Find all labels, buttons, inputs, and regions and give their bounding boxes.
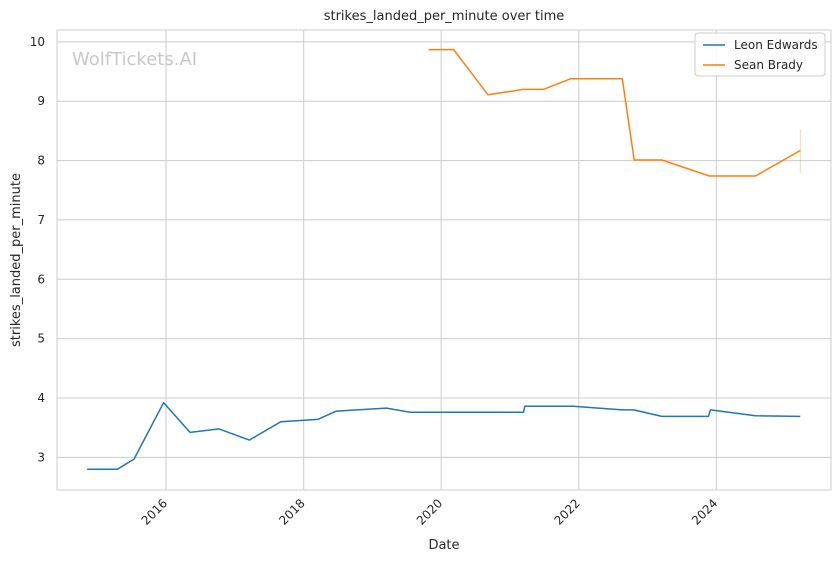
y-tick-label: 6 [37, 272, 45, 286]
y-tick-label: 4 [37, 391, 45, 405]
series-lines [87, 48, 801, 470]
legend-box [694, 32, 826, 77]
x-tick-label: 2020 [414, 496, 445, 527]
watermark: WolfTickets.AI [72, 49, 197, 70]
y-axis-label: strikes_landed_per_minute [9, 173, 24, 347]
x-tick-label: 2024 [689, 496, 720, 527]
plot-frame [56, 29, 832, 491]
x-tick-label: 2016 [139, 496, 170, 527]
x-tick-label: 2022 [551, 496, 582, 527]
y-tick-label: 9 [37, 94, 45, 108]
x-axis-label: Date [428, 538, 459, 553]
legend: Leon Edwards Sean Brady [694, 32, 826, 77]
legend-label-sean-brady: Sean Brady [734, 58, 803, 72]
legend-label-leon-edwards: Leon Edwards [734, 38, 818, 52]
x-tick-label: 2018 [276, 496, 307, 527]
y-tick-label: 7 [37, 213, 45, 227]
y-tick-label: 5 [37, 332, 45, 346]
chart-title: strikes_landed_per_minute over time [324, 9, 565, 24]
x-tick-labels: 2016 2018 2020 2022 2024 [139, 496, 721, 527]
y-tick-label: 10 [30, 35, 45, 49]
y-tick-label: 8 [37, 154, 45, 168]
series-line-leon-edwards [87, 401, 801, 470]
series-line-sean-brady [428, 48, 801, 177]
plot-background [57, 30, 831, 490]
plot-area [57, 30, 831, 490]
y-tick-labels: 3 4 5 6 7 8 9 10 [30, 35, 45, 464]
y-tick-label: 3 [37, 450, 45, 464]
grid-lines [57, 30, 831, 490]
